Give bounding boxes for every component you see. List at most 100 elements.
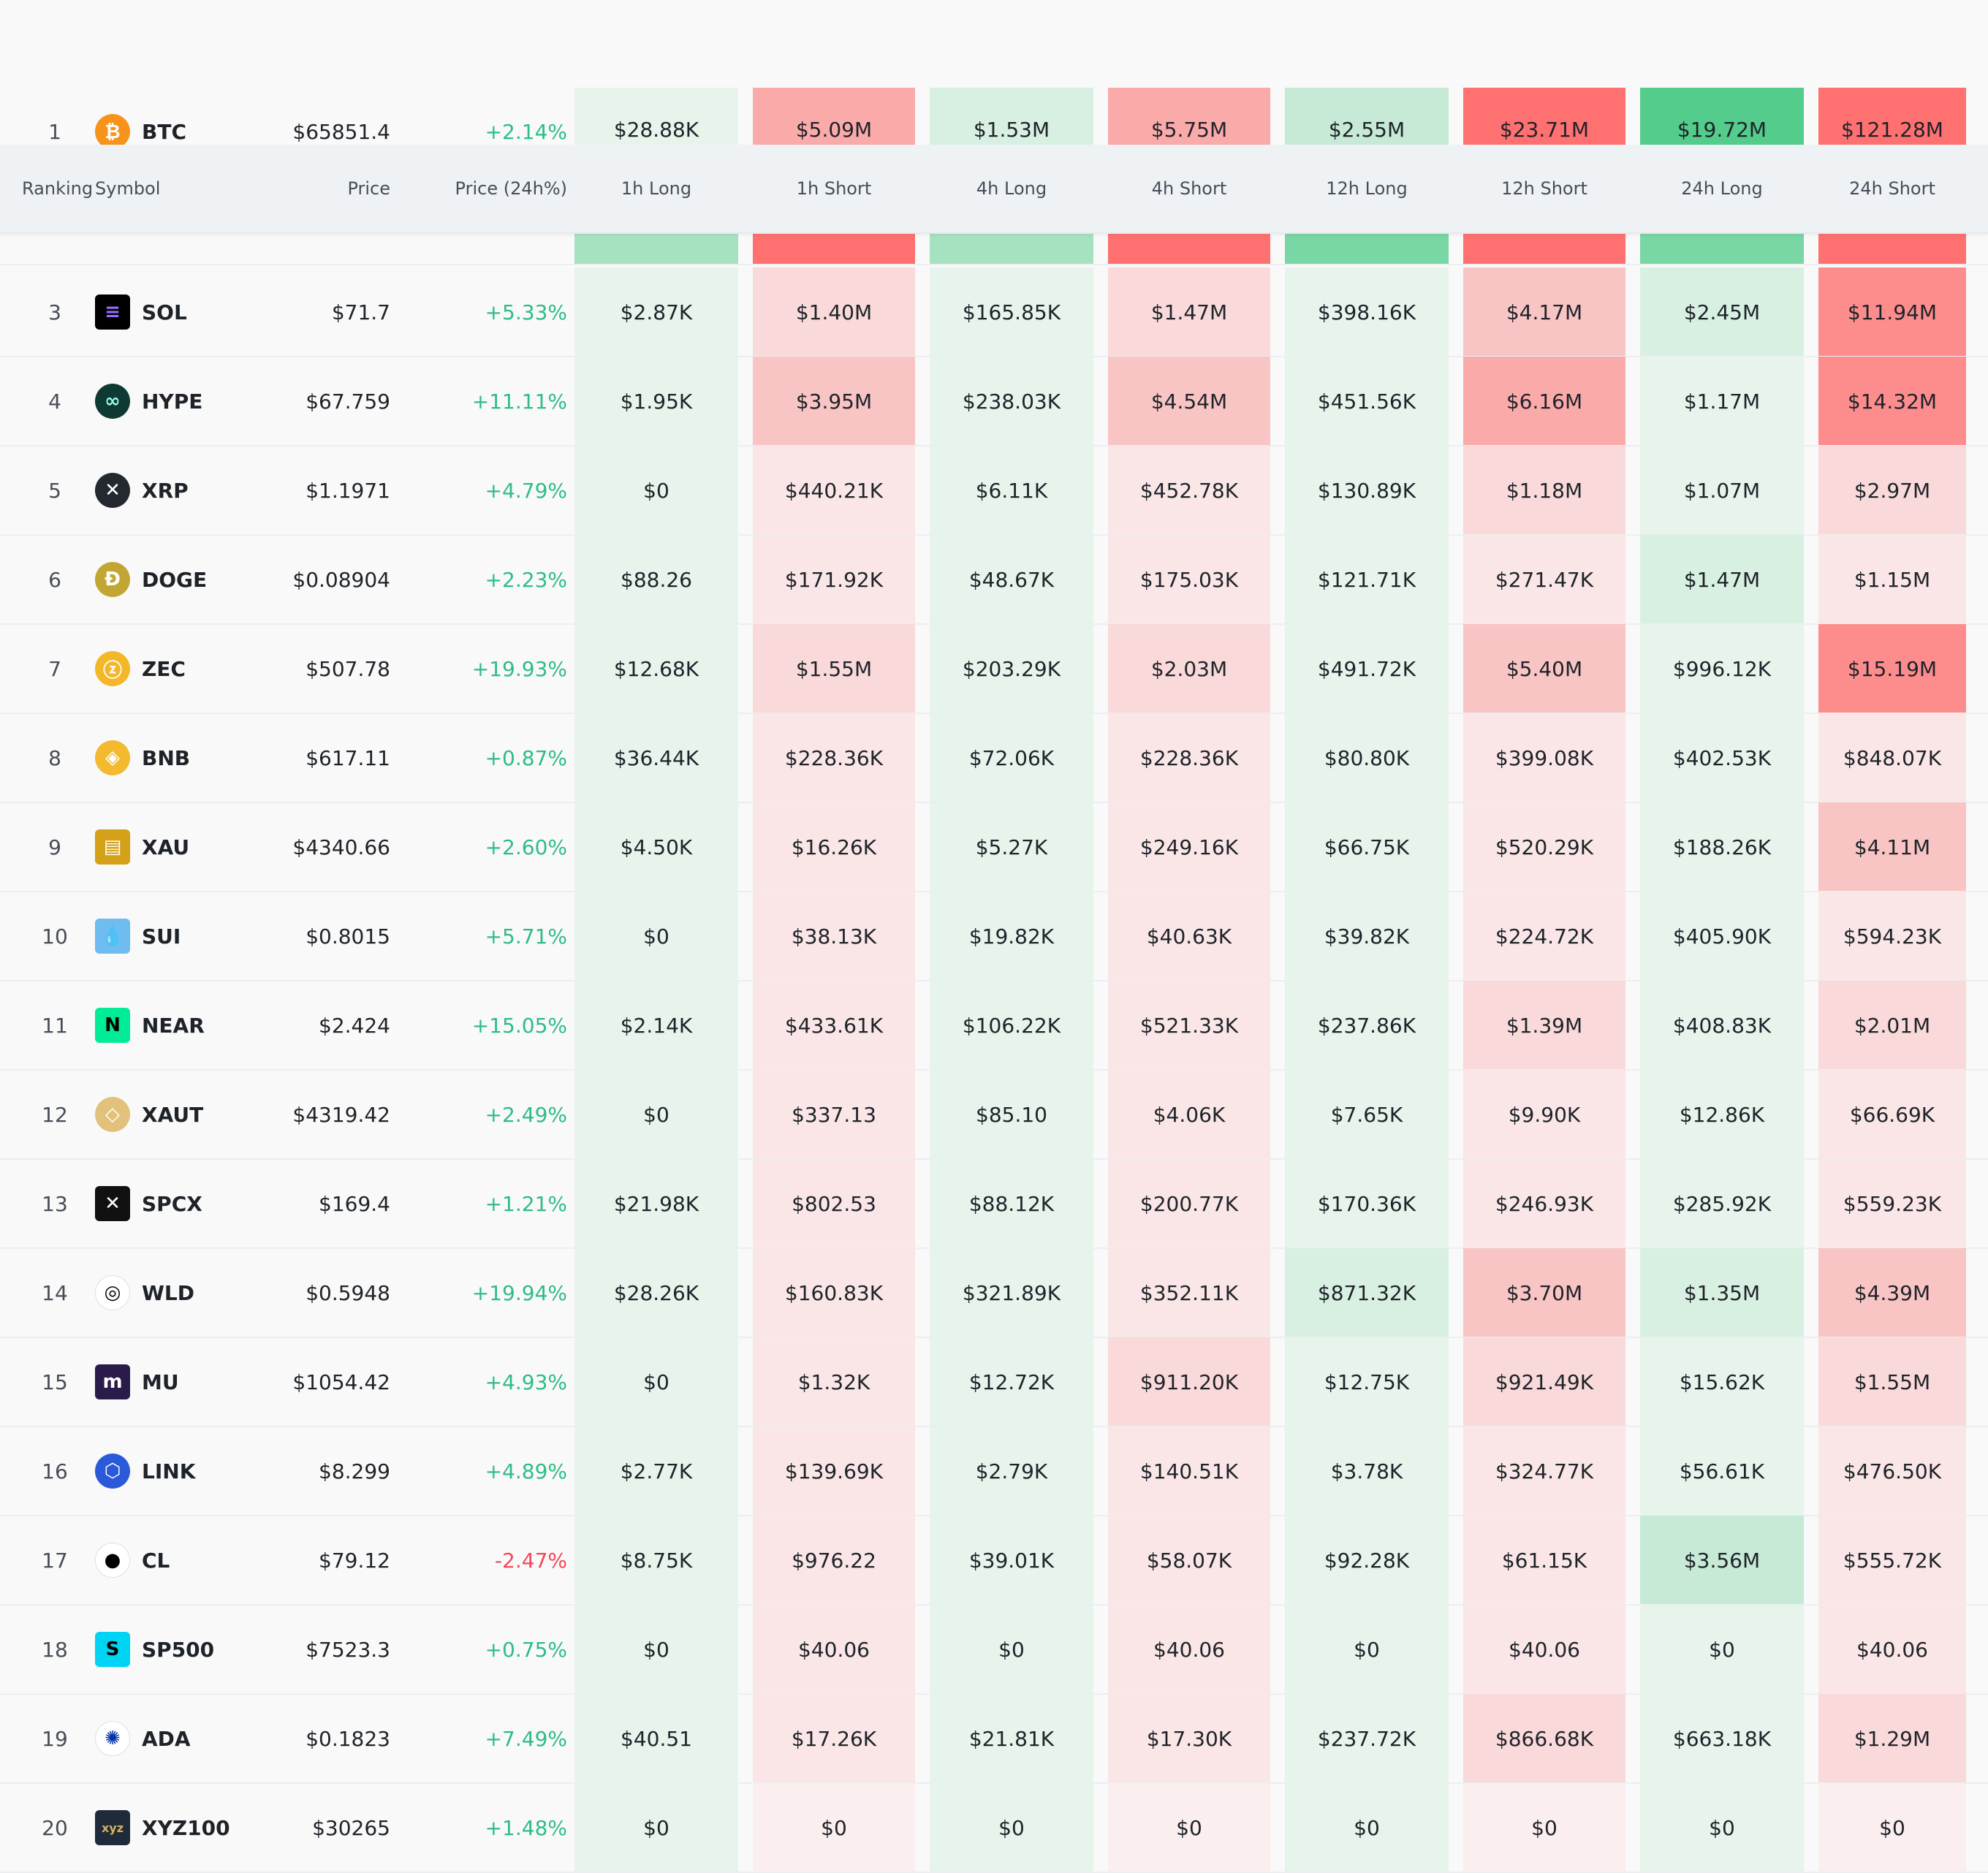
- short-liquidation-cell: $139.69K: [753, 1426, 915, 1516]
- short-liquidation-cell: $594.23K: [1818, 892, 1966, 981]
- short-liquidation-cell: $559.23K: [1818, 1159, 1966, 1248]
- price-change-cell: +4.89%: [485, 1459, 567, 1483]
- short-liquidation-cell: $246.93K: [1463, 1159, 1625, 1248]
- price-change-header[interactable]: Price (24h%): [455, 178, 567, 199]
- symbol-cell[interactable]: ≡ SOL: [95, 267, 270, 357]
- h24-long-header[interactable]: 24h Long: [1681, 178, 1763, 199]
- price-cell: $4340.66: [292, 835, 390, 859]
- h24-short-header[interactable]: 24h Short: [1849, 178, 1935, 199]
- short-liquidation-cell: $5.75M: [1108, 88, 1270, 145]
- symbol-label: LINK: [142, 1459, 196, 1483]
- long-liquidation-cell: $237.86K: [1285, 981, 1449, 1070]
- symbol-cell[interactable]: xyz XYZ100: [95, 1783, 270, 1872]
- symbol-label: BNB: [142, 745, 191, 770]
- price-cell: $79.12: [319, 1548, 390, 1573]
- symbol-cell[interactable]: ◇ XAUT: [95, 1070, 270, 1159]
- ranking-cell: 13: [42, 1191, 68, 1216]
- short-liquidation-cell: $0: [1108, 1783, 1270, 1872]
- table-header: Ranking Symbol Price Price (24h%) 1h Long 1h …: [0, 145, 1988, 234]
- symbol-label: SPCX: [142, 1191, 202, 1216]
- spacex-icon: ✕: [95, 1186, 130, 1221]
- short-liquidation-cell: $228.36K: [753, 713, 915, 802]
- h1-short-header[interactable]: 1h Short: [796, 178, 872, 199]
- symbol-cell[interactable]: ₿ BTC: [95, 110, 270, 153]
- ranking-header[interactable]: Ranking: [22, 178, 94, 199]
- short-liquidation-cell: $848.07K: [1818, 713, 1966, 802]
- long-liquidation-cell: $85.10: [930, 1070, 1093, 1159]
- symbol-header[interactable]: Symbol: [95, 178, 161, 199]
- short-liquidation-cell: $40.06: [1463, 1605, 1625, 1694]
- h12-short-header[interactable]: 12h Short: [1501, 178, 1587, 199]
- short-liquidation-cell: $4.11M: [1818, 802, 1966, 892]
- symbol-cell[interactable]: ◈ BNB: [95, 713, 270, 802]
- long-liquidation-cell: [574, 232, 738, 265]
- long-liquidation-cell: [930, 232, 1093, 265]
- short-liquidation-cell: [753, 232, 915, 265]
- h4-short-header[interactable]: 4h Short: [1151, 178, 1227, 199]
- ranking-cell: 4: [48, 389, 61, 414]
- long-liquidation-cell: $402.53K: [1640, 713, 1804, 802]
- symbol-cell[interactable]: Ð DOGE: [95, 535, 270, 624]
- symbol-cell[interactable]: ✕ XRP: [95, 446, 270, 535]
- short-liquidation-cell: $521.33K: [1108, 981, 1270, 1070]
- symbol-cell[interactable]: ▤ XAU: [95, 802, 270, 892]
- symbol-label: XYZ100: [142, 1815, 230, 1840]
- short-liquidation-cell: $271.47K: [1463, 535, 1625, 624]
- symbol-label: SOL: [142, 300, 187, 324]
- long-liquidation-cell: $2.87K: [574, 267, 738, 357]
- long-liquidation-cell: [1640, 232, 1804, 265]
- symbol-cell[interactable]: ⓩ ZEC: [95, 624, 270, 713]
- long-liquidation-cell: $2.45M: [1640, 267, 1804, 357]
- symbol-cell[interactable]: ✺ ADA: [95, 1694, 270, 1783]
- price-cell: $1054.42: [292, 1369, 390, 1394]
- short-liquidation-cell: $921.49K: [1463, 1337, 1625, 1426]
- short-liquidation-cell: $4.17M: [1463, 267, 1625, 357]
- long-liquidation-cell: $21.98K: [574, 1159, 738, 1248]
- short-liquidation-cell: $5.09M: [753, 88, 915, 145]
- price-cell: $169.4: [319, 1191, 390, 1216]
- price-cell: $617.11: [306, 745, 390, 770]
- short-liquidation-cell: $352.11K: [1108, 1248, 1270, 1337]
- symbol-cell[interactable]: ● CL: [95, 1516, 270, 1605]
- short-liquidation-cell: $866.68K: [1463, 1694, 1625, 1783]
- long-liquidation-cell: $491.72K: [1285, 624, 1449, 713]
- short-liquidation-cell: $4.54M: [1108, 357, 1270, 446]
- h1-long-header[interactable]: 1h Long: [621, 178, 692, 199]
- long-liquidation-cell: $3.78K: [1285, 1426, 1449, 1516]
- short-liquidation-cell: $0: [753, 1783, 915, 1872]
- symbol-cell[interactable]: ◎ WLD: [95, 1248, 270, 1337]
- long-liquidation-cell: $92.28K: [1285, 1516, 1449, 1605]
- ranking-cell: 12: [42, 1102, 68, 1127]
- symbol-cell[interactable]: ⬡ LINK: [95, 1426, 270, 1516]
- price-header[interactable]: Price: [347, 178, 390, 199]
- price-cell: $0.5948: [306, 1280, 390, 1305]
- long-liquidation-cell: $0: [1640, 1783, 1804, 1872]
- tether-gold-icon: ◇: [95, 1097, 130, 1132]
- symbol-cell[interactable]: 💧 SUI: [95, 892, 270, 981]
- symbol-label: NEAR: [142, 1013, 205, 1038]
- long-liquidation-cell: $0: [930, 1605, 1093, 1694]
- price-change-cell: +2.14%: [485, 119, 567, 144]
- ranking-cell: 8: [48, 745, 61, 770]
- ranking-cell: 9: [48, 835, 61, 859]
- symbol-cell[interactable]: N NEAR: [95, 981, 270, 1070]
- long-liquidation-cell: $1.07M: [1640, 446, 1804, 535]
- symbol-cell[interactable]: ✕ SPCX: [95, 1159, 270, 1248]
- short-liquidation-cell: $249.16K: [1108, 802, 1270, 892]
- long-liquidation-cell: $0: [1640, 1605, 1804, 1694]
- symbol-cell[interactable]: ∞ HYPE: [95, 357, 270, 446]
- gold-bars-icon: ▤: [95, 829, 130, 865]
- short-liquidation-cell: $4.06K: [1108, 1070, 1270, 1159]
- long-liquidation-cell: $80.80K: [1285, 713, 1449, 802]
- h4-long-header[interactable]: 4h Long: [976, 178, 1047, 199]
- short-liquidation-cell: $976.22: [753, 1516, 915, 1605]
- long-liquidation-cell: $2.79K: [930, 1426, 1093, 1516]
- ranking-cell: 20: [42, 1815, 68, 1840]
- short-liquidation-cell: $1.18M: [1463, 446, 1625, 535]
- symbol-cell[interactable]: S SP500: [95, 1605, 270, 1694]
- h12-long-header[interactable]: 12h Long: [1326, 178, 1408, 199]
- long-liquidation-cell: $19.82K: [930, 892, 1093, 981]
- symbol-cell[interactable]: m MU: [95, 1337, 270, 1426]
- long-liquidation-cell: $15.62K: [1640, 1337, 1804, 1426]
- short-liquidation-cell: $1.29M: [1818, 1694, 1966, 1783]
